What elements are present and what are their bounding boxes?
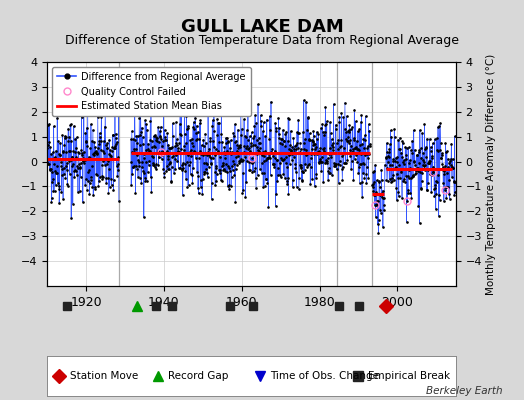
Text: Berkeley Earth: Berkeley Earth bbox=[427, 386, 503, 396]
Y-axis label: Monthly Temperature Anomaly Difference (°C): Monthly Temperature Anomaly Difference (… bbox=[486, 53, 496, 295]
Text: GULL LAKE DAM: GULL LAKE DAM bbox=[181, 18, 343, 36]
Legend: Difference from Regional Average, Quality Control Failed, Estimated Station Mean: Difference from Regional Average, Qualit… bbox=[52, 67, 250, 116]
Text: Empirical Break: Empirical Break bbox=[368, 371, 450, 381]
Text: Difference of Station Temperature Data from Regional Average: Difference of Station Temperature Data f… bbox=[65, 34, 459, 47]
Text: Time of Obs. Change: Time of Obs. Change bbox=[270, 371, 379, 381]
Text: Station Move: Station Move bbox=[70, 371, 138, 381]
Text: Record Gap: Record Gap bbox=[168, 371, 228, 381]
